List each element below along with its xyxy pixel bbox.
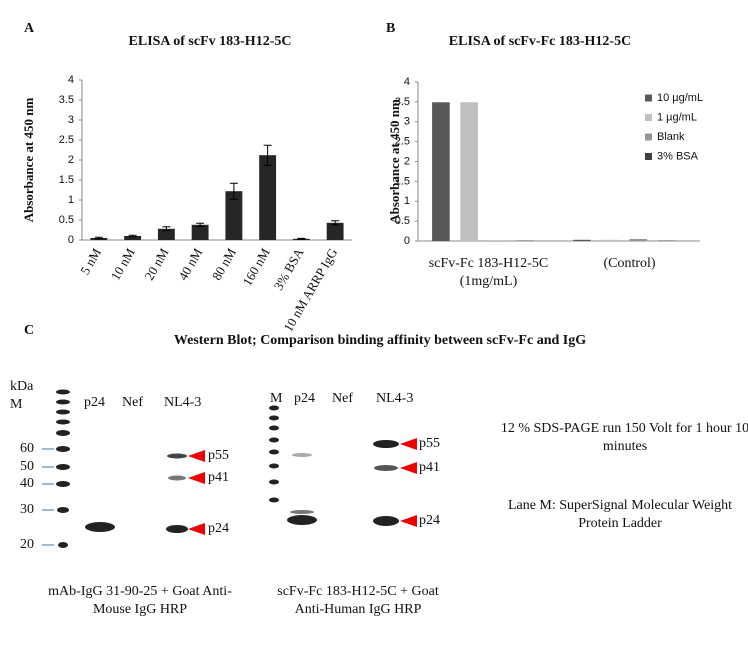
band-label: p41 bbox=[208, 470, 229, 485]
error-bar bbox=[331, 220, 340, 226]
y-tick-label: 0.5 bbox=[59, 214, 74, 226]
y-tick-label: 1 bbox=[68, 194, 74, 206]
y-tick-label: 2.5 bbox=[395, 136, 410, 148]
marker: 30 bbox=[20, 502, 34, 517]
y-tick-label: 1.5 bbox=[59, 174, 74, 186]
bar bbox=[124, 236, 142, 240]
ladder-label: M bbox=[10, 397, 23, 412]
x-tick-label: 80 nM bbox=[209, 245, 239, 283]
legend-swatch bbox=[645, 153, 652, 160]
y-tick-label: 0.5 bbox=[395, 215, 410, 227]
x-tick-label: 20 nM bbox=[141, 245, 171, 283]
chart-title: ELISA of scFv-Fc 183-H12-5C bbox=[449, 34, 631, 49]
y-tick-label: 0 bbox=[68, 234, 74, 246]
lane-label: NL4-3 bbox=[164, 395, 202, 410]
marker: 60 bbox=[20, 441, 34, 456]
bar bbox=[432, 102, 450, 242]
error-bar bbox=[297, 237, 306, 240]
band-label: p55 bbox=[419, 436, 440, 451]
error-bar bbox=[128, 234, 137, 238]
legend-swatch bbox=[645, 94, 652, 102]
y-tick-label: 4 bbox=[68, 74, 74, 86]
bar bbox=[326, 222, 344, 240]
legend-label: Blank bbox=[657, 131, 685, 143]
bar bbox=[191, 224, 209, 240]
x-tick-label: 160 nM bbox=[239, 245, 273, 288]
blot-title: Western Blot; Comparison binding affinit… bbox=[173, 333, 587, 348]
y-axis-label: Absorbance at 450 nm bbox=[21, 98, 36, 223]
error-bar bbox=[94, 236, 103, 240]
y-tick-label: 0 bbox=[404, 235, 410, 247]
error-bar bbox=[229, 182, 238, 200]
x-tick-label: scFv-Fc 183-H12-5C (1mg/mL) bbox=[428, 256, 549, 289]
x-tick-label: 3% BSA bbox=[271, 245, 307, 293]
x-tick-label: (Control) bbox=[603, 256, 656, 271]
panel-label: A bbox=[24, 21, 35, 36]
y-tick-label: 3 bbox=[68, 114, 74, 126]
legend-swatch bbox=[645, 114, 652, 121]
blot-caption: scFv-Fc 183-H12-5C + Goat Anti-Human IgG… bbox=[277, 584, 439, 617]
y-tick-label: 2 bbox=[68, 154, 74, 166]
y-tick-label: 1 bbox=[404, 195, 410, 207]
x-tick-label: 40 nM bbox=[175, 245, 205, 283]
y-axis-label: Absorbance at 450 nm bbox=[387, 99, 402, 224]
x-tick-label: 5 nM bbox=[77, 245, 104, 277]
x-tick-label: 10 nM bbox=[108, 245, 138, 283]
bar bbox=[157, 228, 175, 240]
lane-label: M bbox=[270, 391, 283, 406]
y-tick-label: 1.5 bbox=[395, 175, 410, 187]
bar bbox=[629, 239, 648, 241]
y-tick-label: 4 bbox=[404, 76, 410, 88]
bar bbox=[225, 191, 243, 240]
error-bar bbox=[263, 144, 272, 166]
lane-label: Nef bbox=[332, 391, 353, 406]
bar bbox=[259, 155, 277, 240]
lane-label: p24 bbox=[84, 395, 105, 410]
error-bar bbox=[196, 222, 205, 227]
lane-label: p24 bbox=[294, 391, 315, 406]
legend-swatch bbox=[645, 133, 652, 141]
blot-right bbox=[269, 405, 417, 527]
y-tick-label: 2 bbox=[404, 155, 410, 167]
panel-label: C bbox=[24, 323, 35, 338]
blot-left bbox=[42, 389, 205, 548]
y-tick-label: 3.5 bbox=[395, 96, 410, 108]
lane-label: Nef bbox=[122, 395, 143, 410]
bar bbox=[460, 102, 478, 242]
legend-label: 10 µg/mL bbox=[657, 92, 703, 104]
lane-label: NL4-3 bbox=[376, 391, 414, 406]
panel-label: B bbox=[386, 21, 396, 36]
bar bbox=[601, 239, 619, 241]
legend-label: 1 µg/mL bbox=[657, 111, 697, 123]
marker: 20 bbox=[20, 537, 34, 552]
y-tick-label: 3 bbox=[404, 116, 410, 128]
band-label: p55 bbox=[208, 448, 229, 463]
band-label: p41 bbox=[419, 460, 440, 475]
legend-label: 3% BSA bbox=[657, 150, 699, 162]
marker: 40 bbox=[20, 476, 34, 491]
error-bar bbox=[162, 226, 171, 232]
band-label: p24 bbox=[419, 513, 440, 528]
note: 12 % SDS-PAGE run 150 Volt for 1 hour 10… bbox=[500, 421, 748, 454]
y-tick-label: 2.5 bbox=[59, 134, 74, 146]
kda-label: kDa bbox=[10, 379, 34, 394]
marker: 50 bbox=[20, 459, 34, 474]
bar bbox=[573, 239, 591, 241]
band-label: p24 bbox=[208, 521, 229, 536]
blot-caption: mAb-IgG 31-90-25 + Goat Anti-Mouse IgG H… bbox=[48, 584, 232, 617]
note: Lane M: SuperSignal Molecular Weight Pro… bbox=[507, 498, 733, 531]
chart-title: ELISA of scFv 183-H12-5C bbox=[129, 34, 292, 49]
y-tick-label: 3.5 bbox=[59, 94, 74, 106]
